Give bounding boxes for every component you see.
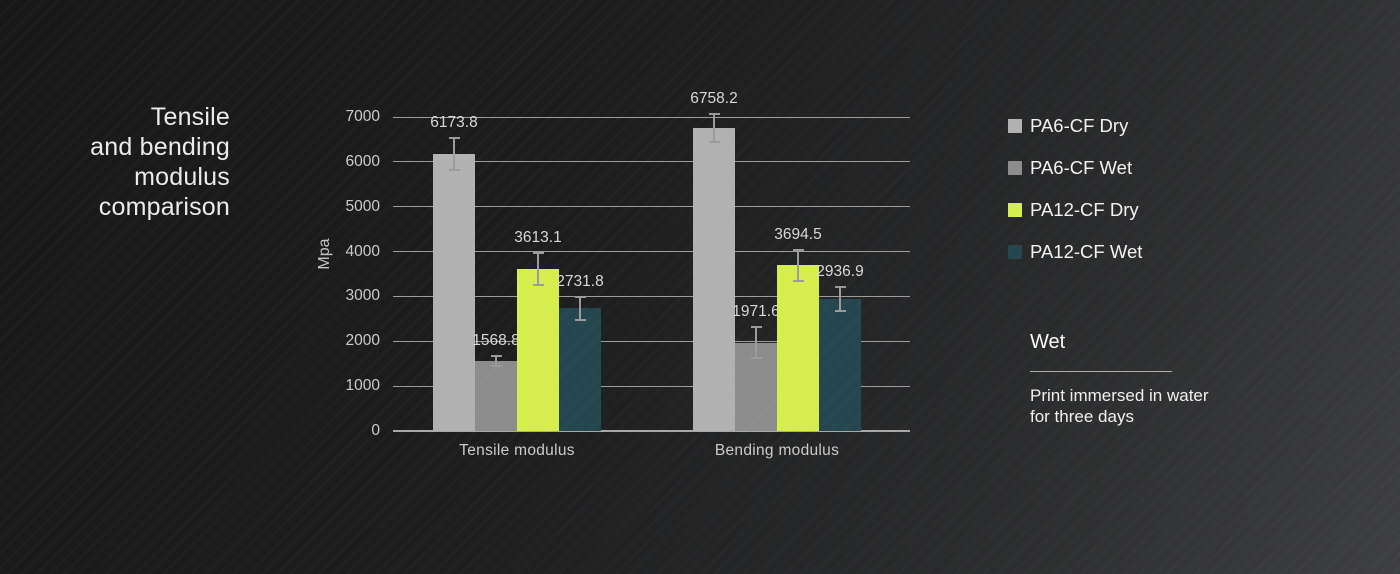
- note-heading: Wet: [1030, 331, 1066, 353]
- gridline: [393, 385, 910, 387]
- bar-pa12-cf-wet: [559, 308, 601, 431]
- value-label: 2936.9: [816, 263, 864, 281]
- value-label: 3694.5: [774, 225, 822, 243]
- error-bar-cap: [750, 325, 762, 328]
- legend-item: PA6-CF Wet: [1008, 155, 1142, 180]
- legend-label: PA12-CF Dry: [1030, 198, 1139, 220]
- error-bar: [453, 138, 455, 170]
- error-bar: [495, 355, 497, 366]
- error-bar-cap: [448, 137, 460, 140]
- legend-label: PA6-CF Dry: [1030, 114, 1129, 136]
- y-tick-label: 7000: [345, 108, 380, 125]
- y-tick-label: 4000: [345, 242, 380, 260]
- legend-swatch: [1008, 118, 1022, 133]
- bar-pa12-cf-dry: [517, 268, 559, 431]
- note-divider: [1030, 371, 1172, 372]
- y-tick-label: 2000: [345, 332, 380, 350]
- error-bar-cap: [708, 112, 720, 115]
- gridline: [393, 116, 910, 118]
- legend-item: PA12-CF Dry: [1008, 197, 1142, 222]
- legend-label: PA12-CF Wet: [1030, 240, 1143, 262]
- gridline: [393, 295, 910, 297]
- bar-pa6-cf-dry: [693, 127, 735, 431]
- wet-note: Wet Print immersed in water for three da…: [1030, 331, 1230, 427]
- error-bar: [797, 249, 799, 281]
- error-bar-cap: [574, 319, 586, 322]
- bar-pa6-cf-wet: [475, 360, 517, 431]
- y-tick-label: 0: [371, 422, 380, 439]
- error-bar-cap: [574, 295, 586, 298]
- error-bar-cap: [834, 310, 846, 313]
- value-label: 6173.8: [430, 114, 478, 132]
- chart-title: Tensile and bending modulus comparison: [90, 103, 230, 221]
- category-label: Bending modulus: [714, 442, 840, 459]
- y-axis-label: Mpa: [316, 238, 333, 270]
- error-bar-cap: [750, 357, 762, 360]
- bar-group: 6758.2 1971.6 3694.5 2936.9 Bending modulus: [690, 90, 864, 459]
- gridline: [393, 251, 910, 253]
- bar-pa12-cf-dry: [777, 265, 819, 431]
- value-label: 1971.6: [732, 302, 780, 320]
- error-bar: [755, 326, 757, 359]
- value-label: 6758.2: [690, 89, 738, 107]
- error-bar: [537, 253, 539, 285]
- gridline: [393, 340, 910, 342]
- y-tick-label: 3000: [345, 287, 380, 305]
- y-tick-label: 5000: [345, 197, 380, 215]
- error-bar-cap: [532, 252, 544, 255]
- error-bar-cap: [448, 168, 460, 171]
- legend-swatch: [1008, 244, 1022, 259]
- note-text: Print immersed in water for three days: [1030, 386, 1209, 426]
- value-label: 3613.1: [514, 229, 562, 247]
- error-bar-cap: [708, 140, 720, 143]
- value-label: 1568.8: [472, 331, 520, 349]
- legend-swatch: [1008, 202, 1022, 217]
- error-bar-cap: [532, 283, 544, 286]
- error-bar-cap: [792, 279, 804, 282]
- gridline: [393, 206, 910, 208]
- gridline: [393, 161, 910, 163]
- x-axis-line: [393, 430, 910, 432]
- legend-item: PA12-CF Wet: [1008, 239, 1142, 264]
- legend-item: PA6-CF Dry: [1008, 113, 1142, 138]
- error-bar: [713, 113, 715, 142]
- value-label: 2731.8: [556, 272, 604, 290]
- error-bar-cap: [834, 286, 846, 289]
- y-tick-label: 1000: [345, 377, 380, 395]
- y-tick-label: 6000: [345, 152, 380, 170]
- legend-label: PA6-CF Wet: [1030, 156, 1133, 178]
- legend-swatch: [1008, 160, 1022, 175]
- error-bar-cap: [490, 364, 502, 367]
- error-bar-cap: [792, 248, 804, 251]
- bar-group: 6173.8 1568.8 3613.1 2731.8 Tensile modulus: [430, 114, 604, 459]
- bar-pa12-cf-wet: [819, 299, 861, 431]
- category-label: Tensile modulus: [459, 442, 575, 459]
- error-bar: [579, 296, 581, 321]
- bar-pa6-cf-dry: [433, 154, 475, 431]
- legend: PA6-CF Dry PA6-CF Wet PA12-CF Dry PA12-CF W…: [1008, 113, 1142, 264]
- plot-area: 0 1000 2000 3000 4000 5000 6000 7000 Mpa 6173.8 15…: [316, 90, 910, 459]
- error-bar: [839, 287, 841, 312]
- error-bar-cap: [490, 354, 502, 357]
